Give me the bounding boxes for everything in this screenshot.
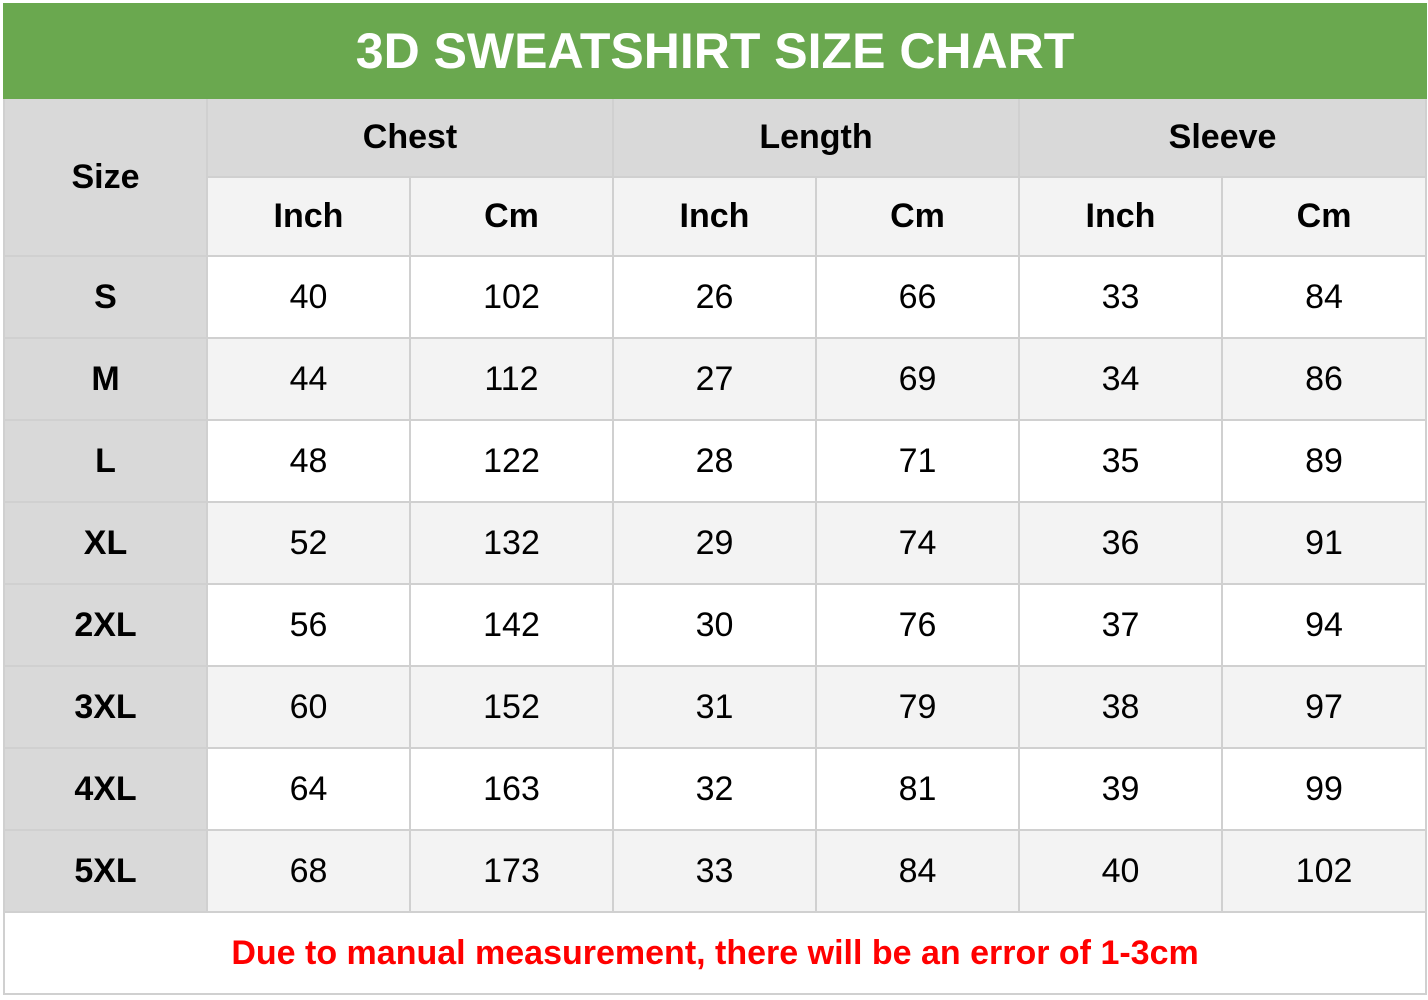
- value-cell: 102: [1220, 829, 1428, 913]
- value-cell: 74: [815, 501, 1020, 585]
- length-header: Length: [612, 97, 1020, 178]
- size-chart-table: 3D SWEATSHIRT SIZE CHART Size Chest Leng…: [2, 3, 1428, 995]
- value-cell: 97: [1220, 665, 1428, 749]
- value-cell: 173: [409, 829, 614, 913]
- table-row: 4XL 64 163 32 81 39 99: [3, 747, 1428, 831]
- value-cell: 81: [815, 747, 1020, 831]
- value-cell: 33: [612, 829, 817, 913]
- value-cell: 56: [206, 583, 411, 667]
- size-cell: S: [3, 255, 208, 339]
- table-row: 3XL 60 152 31 79 38 97: [3, 665, 1428, 749]
- size-cell: L: [3, 419, 208, 503]
- unit-header: Cm: [409, 176, 614, 257]
- value-cell: 163: [409, 747, 614, 831]
- size-cell: 3XL: [3, 665, 208, 749]
- chest-header: Chest: [206, 97, 614, 178]
- value-cell: 86: [1220, 337, 1428, 421]
- value-cell: 39: [1018, 747, 1223, 831]
- unit-header: Cm: [815, 176, 1020, 257]
- size-cell: 4XL: [3, 747, 208, 831]
- value-cell: 26: [612, 255, 817, 339]
- value-cell: 36: [1018, 501, 1223, 585]
- value-cell: 29: [612, 501, 817, 585]
- chart-title: 3D SWEATSHIRT SIZE CHART: [2, 3, 1428, 99]
- value-cell: 44: [206, 337, 411, 421]
- value-cell: 68: [206, 829, 411, 913]
- table-row: XL 52 132 29 74 36 91: [3, 501, 1428, 585]
- size-header: Size: [3, 97, 208, 257]
- value-cell: 79: [815, 665, 1020, 749]
- value-cell: 122: [409, 419, 614, 503]
- table-row: 2XL 56 142 30 76 37 94: [3, 583, 1428, 667]
- value-cell: 52: [206, 501, 411, 585]
- value-cell: 102: [409, 255, 614, 339]
- unit-header: Inch: [206, 176, 411, 257]
- value-cell: 84: [815, 829, 1020, 913]
- value-cell: 112: [409, 337, 614, 421]
- table-row: S 40 102 26 66 33 84: [3, 255, 1428, 339]
- value-cell: 31: [612, 665, 817, 749]
- value-cell: 142: [409, 583, 614, 667]
- unit-header: Inch: [1018, 176, 1223, 257]
- value-cell: 37: [1018, 583, 1223, 667]
- value-cell: 69: [815, 337, 1020, 421]
- value-cell: 60: [206, 665, 411, 749]
- value-cell: 48: [206, 419, 411, 503]
- value-cell: 27: [612, 337, 817, 421]
- measurement-note: Due to manual measurement, there will be…: [2, 911, 1428, 995]
- size-cell: 5XL: [3, 829, 208, 913]
- unit-header: Inch: [612, 176, 817, 257]
- value-cell: 40: [206, 255, 411, 339]
- size-cell: 2XL: [3, 583, 208, 667]
- value-cell: 66: [815, 255, 1020, 339]
- table-row: L 48 122 28 71 35 89: [3, 419, 1428, 503]
- value-cell: 89: [1220, 419, 1428, 503]
- value-cell: 71: [815, 419, 1020, 503]
- value-cell: 33: [1018, 255, 1223, 339]
- size-cell: XL: [3, 501, 208, 585]
- value-cell: 99: [1220, 747, 1428, 831]
- value-cell: 91: [1220, 501, 1428, 585]
- value-cell: 32: [612, 747, 817, 831]
- value-cell: 94: [1220, 583, 1428, 667]
- value-cell: 28: [612, 419, 817, 503]
- size-cell: M: [3, 337, 208, 421]
- unit-header: Cm: [1220, 176, 1428, 257]
- value-cell: 35: [1018, 419, 1223, 503]
- value-cell: 152: [409, 665, 614, 749]
- value-cell: 40: [1018, 829, 1223, 913]
- value-cell: 84: [1220, 255, 1428, 339]
- value-cell: 132: [409, 501, 614, 585]
- value-cell: 38: [1018, 665, 1223, 749]
- sleeve-header: Sleeve: [1017, 97, 1428, 178]
- value-cell: 76: [815, 583, 1020, 667]
- value-cell: 34: [1018, 337, 1223, 421]
- table-row: M 44 112 27 69 34 86: [3, 337, 1428, 421]
- table-row: 5XL 68 173 33 84 40 102: [3, 829, 1428, 913]
- value-cell: 64: [206, 747, 411, 831]
- value-cell: 30: [612, 583, 817, 667]
